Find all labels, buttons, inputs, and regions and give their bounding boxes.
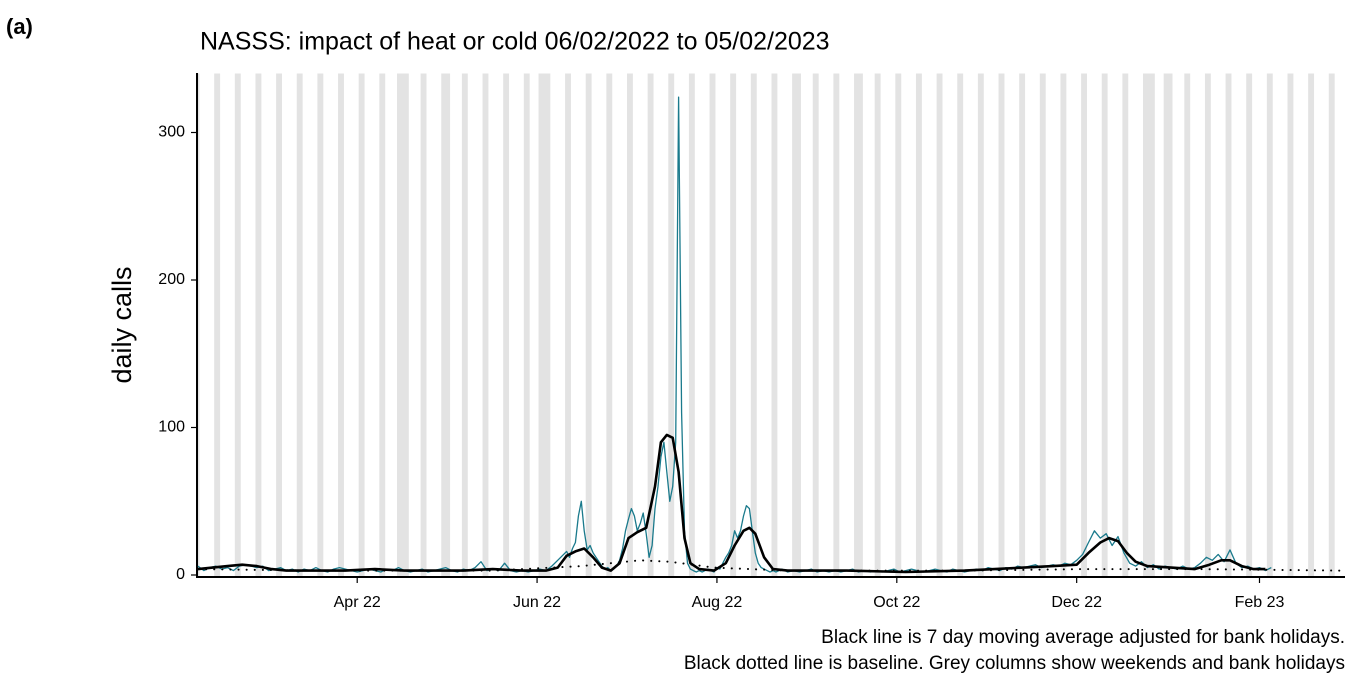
x-tick-label: Dec 22 [1051, 594, 1102, 611]
shade-layer [196, 73, 1335, 577]
shaded-column [915, 73, 922, 577]
x-tick-label: Feb 23 [1235, 594, 1285, 611]
shaded-column [482, 73, 489, 577]
shaded-column [379, 73, 386, 577]
shaded-column [1204, 73, 1211, 577]
shaded-column [627, 73, 633, 577]
y-tick-label: 0 [176, 566, 185, 583]
shaded-column [647, 73, 654, 577]
shaded-column [565, 73, 571, 577]
shaded-column [255, 73, 262, 577]
shaded-column [1308, 73, 1315, 577]
series-line [197, 559, 1344, 572]
shaded-column [936, 73, 943, 577]
shaded-column [585, 73, 592, 577]
x-tick-label: Aug 22 [692, 594, 743, 611]
shaded-column [441, 73, 451, 577]
shaded-column [1039, 73, 1046, 577]
shaded-column [296, 73, 303, 577]
shaded-column [1266, 73, 1273, 577]
shaded-column [771, 73, 778, 577]
shaded-column [1101, 73, 1108, 577]
shaded-column [317, 73, 324, 577]
shaded-column [709, 73, 716, 577]
chart-title: NASSS: impact of heat or cold 06/02/2022… [200, 28, 830, 56]
x-tick-label: Apr 22 [334, 594, 381, 611]
shaded-column [1060, 73, 1067, 577]
shaded-column [854, 73, 863, 577]
shaded-column [338, 73, 344, 577]
shaded-column [276, 73, 283, 577]
shaded-column [538, 73, 551, 577]
shaded-column [688, 73, 695, 577]
shaded-column [1143, 73, 1155, 577]
shaded-column [1287, 73, 1294, 577]
shaded-column [895, 73, 902, 577]
shaded-column [1225, 73, 1232, 577]
shaded-column [397, 73, 409, 577]
shaded-column [503, 73, 510, 577]
shaded-column [833, 73, 840, 577]
shaded-column [1019, 73, 1026, 577]
y-tick-label: 100 [158, 419, 185, 436]
y-axis-label: daily calls [107, 266, 137, 383]
shaded-column [874, 73, 881, 577]
shaded-column [523, 73, 530, 577]
x-tick-label: Oct 22 [873, 594, 920, 611]
shaded-column [214, 73, 221, 577]
footnote: Black line is 7 day moving average adjus… [821, 627, 1345, 648]
y-tick-label: 200 [158, 271, 185, 288]
shaded-column [420, 73, 427, 577]
shaded-column [668, 73, 675, 577]
shaded-column [750, 73, 757, 577]
shaded-column [998, 73, 1005, 577]
x-tick-label: Jun 22 [513, 594, 561, 611]
shaded-column [957, 73, 964, 577]
shaded-column [358, 73, 365, 577]
y-tick-label: 300 [158, 124, 185, 141]
shaded-column [1163, 73, 1173, 577]
shaded-column [730, 73, 737, 577]
shaded-column [792, 73, 801, 577]
shaded-column [234, 73, 241, 577]
shaded-column [1184, 73, 1191, 577]
shaded-column [1328, 73, 1335, 577]
shaded-column [812, 73, 819, 577]
shaded-column [606, 73, 613, 577]
shaded-column [977, 73, 984, 577]
footnote: Black dotted line is baseline. Grey colu… [684, 653, 1345, 674]
shaded-column [1122, 73, 1129, 577]
shaded-column [1246, 73, 1253, 577]
panel-label: (a) [6, 14, 33, 39]
shaded-column [461, 73, 468, 577]
shaded-column [1081, 73, 1087, 577]
